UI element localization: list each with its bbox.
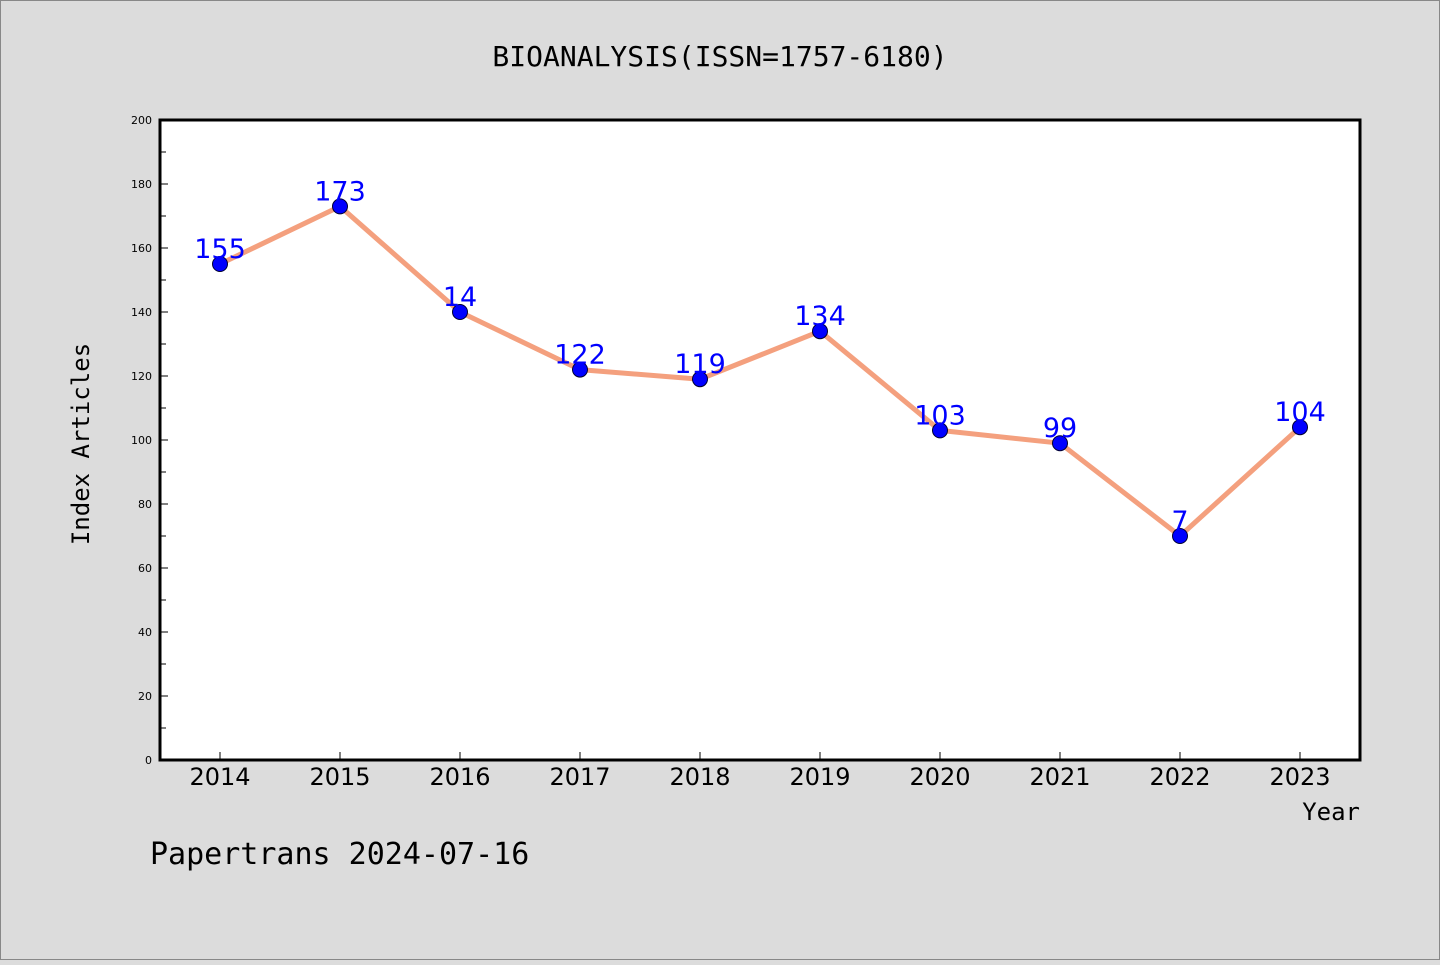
x-tick-label: 2023: [1269, 763, 1330, 791]
data-point: [1292, 419, 1308, 436]
x-tick-label: 2020: [909, 763, 970, 791]
data-label: 104: [1274, 397, 1326, 428]
data-point: [212, 256, 228, 272]
y-tick-label: 140: [131, 306, 152, 319]
data-label: 173: [314, 176, 366, 207]
y-axis: 0 20 40 60 80 100 120 140 160 180 200: [131, 114, 168, 767]
data-label: 7: [1171, 506, 1188, 537]
y-tick-label: 80: [138, 498, 152, 511]
plot-area: [160, 120, 1360, 760]
x-tick-label: 2014: [189, 763, 250, 791]
x-tick-label: 2021: [1029, 763, 1090, 791]
data-label: 134: [794, 301, 846, 332]
data-label: 99: [1043, 413, 1077, 444]
y-tick-label: 180: [131, 178, 152, 191]
data-label: 155: [194, 234, 246, 265]
y-axis-label: Index Articles: [67, 343, 95, 545]
x-tick-label: 2016: [429, 763, 490, 791]
x-tick-label: 2019: [789, 763, 850, 791]
footer-text: Papertrans 2024-07-16: [150, 837, 529, 872]
data-point: [692, 371, 708, 388]
y-tick-label: 160: [131, 242, 152, 255]
y-tick-label: 40: [138, 626, 152, 639]
y-tick-label: 60: [138, 562, 152, 575]
series-line-group: 155 173 14 122 119 134 103 99 7 104: [194, 176, 1326, 544]
data-point: [452, 304, 468, 320]
data-point: [572, 361, 588, 378]
data-point: [812, 323, 828, 340]
y-tick-label: 20: [138, 690, 152, 703]
y-tick-label: 200: [131, 114, 152, 127]
y-tick-label: 120: [131, 370, 152, 383]
data-point: [932, 422, 948, 439]
data-label: 119: [674, 349, 726, 380]
data-label: 103: [914, 400, 966, 431]
x-tick-label: 2017: [549, 763, 610, 791]
x-tick-label: 2022: [1149, 763, 1210, 791]
data-label: 122: [554, 340, 606, 371]
data-label: 14: [443, 282, 477, 313]
y-tick-label: 100: [131, 434, 152, 447]
chart-title: BIOANALYSIS(ISSN=1757-6180): [492, 40, 947, 73]
x-axis: 2014 2015 2016 2017 2018 2019 2020 2021 2022 2023: [189, 752, 1331, 791]
x-axis-label: Year: [1302, 798, 1360, 826]
plot-frame: [158, 118, 1362, 762]
x-tick-label: 2015: [309, 763, 370, 791]
x-tick-label: 2018: [669, 763, 730, 791]
data-point: [332, 198, 348, 215]
y-tick-label: 0: [145, 754, 152, 767]
data-point: [1052, 435, 1068, 452]
series-line: [217, 203, 1303, 539]
data-point: [1172, 528, 1188, 544]
